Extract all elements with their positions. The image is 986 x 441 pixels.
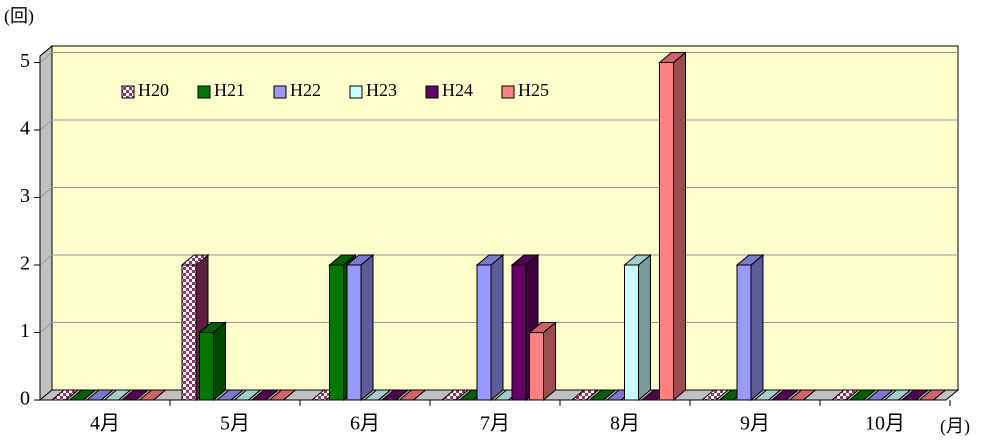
grid-line (39, 254, 53, 266)
y-tick-label: 3 (20, 185, 30, 207)
bar-side (360, 253, 374, 402)
bar (199, 332, 214, 401)
bar (736, 264, 752, 401)
bar (659, 62, 674, 401)
y-tick-label: 5 (20, 50, 30, 72)
bar-side (638, 253, 651, 402)
bar (624, 264, 639, 401)
grid-line (39, 322, 53, 333)
bar-side (490, 253, 504, 402)
x-tick-label: 10月 (865, 413, 905, 435)
y-tick-label: 2 (20, 253, 30, 275)
legend-label: H21 (214, 80, 245, 100)
legend-swatch (121, 85, 135, 99)
side-wall (39, 44, 53, 402)
grid-line (39, 52, 53, 63)
y-tick-label: 4 (20, 118, 30, 140)
bar (529, 332, 544, 401)
x-tick-label: 4月 (90, 413, 120, 435)
grid-line (39, 187, 53, 198)
x-axis-unit: (月) (940, 416, 970, 437)
bar-side (750, 253, 764, 402)
grid-line (39, 119, 53, 131)
bar-side (543, 321, 556, 402)
legend-label: H24 (442, 80, 473, 100)
x-tick-label: 5月 (220, 413, 250, 435)
bar (346, 264, 362, 401)
legend-swatch (349, 85, 363, 99)
legend-label: H20 (138, 80, 169, 100)
legend-swatch (425, 85, 439, 99)
y-tick-label: 0 (20, 388, 30, 410)
legend-swatch (197, 85, 211, 99)
x-tick-label: 7月 (480, 413, 510, 435)
bar-side (213, 321, 226, 402)
bar (511, 264, 527, 401)
legend-label: H23 (366, 80, 397, 100)
bar (329, 264, 344, 401)
legend-swatch (273, 85, 287, 99)
bar-side (673, 51, 686, 402)
y-tick-label: 1 (20, 320, 30, 342)
bar (476, 264, 492, 401)
legend-swatch (501, 85, 515, 99)
y-axis-label: (回) (4, 6, 34, 27)
bar (181, 264, 197, 401)
legend-label: H22 (290, 80, 321, 100)
x-tick-label: 6月 (350, 413, 380, 435)
x-tick-label: 9月 (740, 413, 770, 435)
legend-label: H25 (518, 80, 549, 100)
x-tick-label: 8月 (610, 413, 640, 435)
